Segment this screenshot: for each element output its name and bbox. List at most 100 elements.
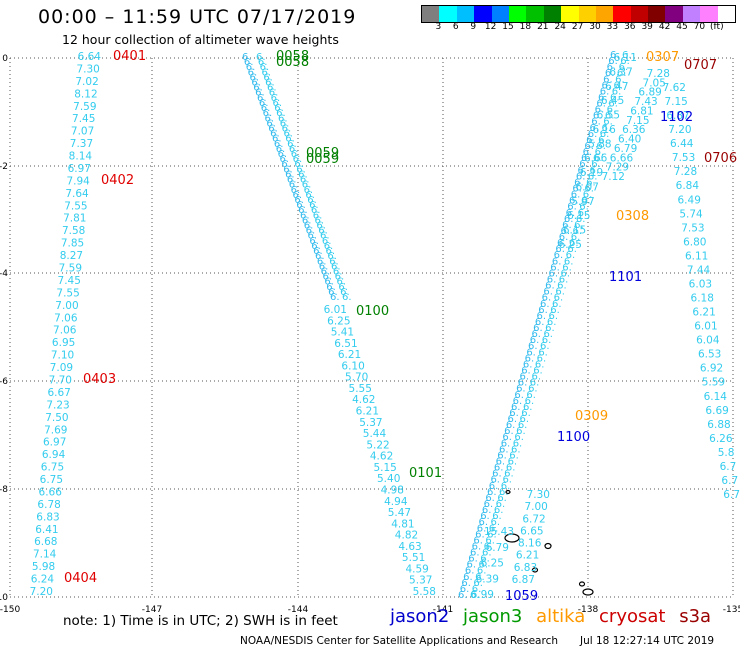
dense-track-mark: 6. bbox=[473, 535, 483, 546]
dense-track-mark: 6. bbox=[523, 359, 533, 370]
track-value: 7.81 bbox=[63, 213, 86, 225]
dense-track-mark: 6. bbox=[263, 108, 273, 119]
dense-track-mark: 6. bbox=[537, 311, 547, 322]
dense-track-mark: 6. bbox=[484, 499, 494, 510]
dense-track-mark: 6. bbox=[492, 469, 502, 480]
dense-track-mark: 6. bbox=[478, 517, 488, 528]
track-value: 6.79 bbox=[486, 542, 509, 554]
dense-track-mark: 6. bbox=[259, 98, 269, 109]
track-value: 7.85 bbox=[61, 238, 84, 250]
dense-track-mark: 6. bbox=[598, 135, 608, 146]
dense-track-mark: 6. bbox=[472, 584, 482, 595]
dense-track-mark: 6. bbox=[605, 111, 615, 122]
dense-track-mark: 6. bbox=[571, 232, 581, 243]
dense-track-mark: 6. bbox=[555, 287, 565, 298]
track-value: 7.37 bbox=[70, 138, 93, 150]
dense-track-mark: 6. bbox=[530, 378, 540, 389]
track-value: 6.49 bbox=[678, 194, 701, 206]
color-scale-bar bbox=[421, 5, 737, 23]
dense-track-mark: 6. bbox=[525, 396, 535, 407]
track-value: 5.51 bbox=[402, 552, 425, 564]
dense-track-mark: 6. bbox=[579, 159, 589, 170]
dense-track-mark: 6. bbox=[477, 523, 487, 534]
dense-track-mark: 6. bbox=[557, 281, 567, 292]
pass-label: 0309 bbox=[575, 409, 608, 424]
pass-label: 0101 bbox=[409, 466, 442, 481]
pass-label: 0308 bbox=[616, 209, 649, 224]
dense-track-mark: 6. bbox=[300, 175, 310, 186]
x-axis-label: -135 bbox=[723, 605, 740, 615]
dense-track-mark: 6. bbox=[276, 108, 286, 119]
track-value: 5.40 bbox=[377, 473, 400, 485]
dense-track-mark: 6. bbox=[511, 402, 521, 413]
color-swatch bbox=[561, 6, 579, 22]
dense-track-mark: 6. bbox=[461, 578, 471, 589]
dense-track-mark: 6. bbox=[540, 299, 550, 310]
track-value: 6.97 bbox=[43, 437, 66, 449]
color-swatch bbox=[474, 6, 492, 22]
track-value: 6.14 bbox=[704, 391, 728, 403]
track-value: 7.45 bbox=[72, 113, 95, 125]
dense-track-mark: 6. bbox=[574, 220, 584, 231]
pass-label: 0402 bbox=[101, 173, 134, 188]
dense-track-mark: 6. bbox=[506, 463, 516, 474]
dense-track-mark: 6. bbox=[562, 220, 572, 231]
island-outline bbox=[504, 533, 520, 543]
track-value: 5.70 bbox=[345, 372, 368, 384]
dense-track-mark: 6. bbox=[342, 292, 352, 303]
dense-track-mark: 6. bbox=[501, 438, 511, 449]
track-value: 5.22 bbox=[366, 439, 389, 451]
color-swatch bbox=[648, 6, 666, 22]
track-value: 6.24 bbox=[31, 574, 55, 586]
pass-label: 0100 bbox=[356, 304, 389, 319]
dense-track-mark: 6. bbox=[542, 293, 552, 304]
y-axis-label: -6 bbox=[0, 377, 8, 387]
track-value: 7.02 bbox=[75, 76, 98, 88]
dense-track-mark: 6. bbox=[287, 175, 297, 186]
track-value: 7.05 bbox=[643, 77, 666, 89]
track-value: 6.36 bbox=[622, 124, 646, 136]
dense-track-mark: 6. bbox=[509, 450, 519, 461]
dense-track-mark: 6. bbox=[583, 190, 593, 201]
track-value: 6.67 bbox=[47, 387, 70, 399]
track-value: 7.06 bbox=[53, 325, 77, 337]
dense-track-mark: 6. bbox=[313, 210, 323, 221]
dense-track-mark: 6. bbox=[304, 185, 314, 196]
dense-track-mark: 6. bbox=[590, 165, 600, 176]
color-swatch bbox=[543, 6, 562, 22]
dense-track-mark: 6. bbox=[593, 153, 603, 164]
dense-track-mark: 6. bbox=[270, 129, 280, 140]
dense-track-mark: 6. bbox=[458, 590, 468, 601]
dense-track-mark: 6. bbox=[578, 208, 588, 219]
dense-track-mark: 6. bbox=[316, 221, 326, 232]
track-value: 6.65 bbox=[520, 525, 543, 537]
island-outline bbox=[531, 567, 539, 573]
y-axis-label: -10 bbox=[0, 593, 8, 603]
dense-track-mark: 6. bbox=[613, 80, 623, 91]
dense-track-mark: 6. bbox=[518, 420, 528, 431]
dense-track-mark: 6. bbox=[538, 305, 548, 316]
track-value: 6.69 bbox=[705, 405, 728, 417]
dense-track-mark: 6. bbox=[485, 535, 495, 546]
dense-track-mark: 6. bbox=[326, 246, 336, 257]
dense-track-mark: 6. bbox=[586, 135, 596, 146]
x-axis-label: -150 bbox=[0, 605, 20, 615]
dense-track-mark: 6. bbox=[293, 190, 303, 201]
track-value: 6.7 bbox=[723, 489, 740, 501]
dense-track-mark: 6. bbox=[591, 159, 601, 170]
dense-track-mark: 6. bbox=[480, 554, 490, 565]
track-value: 15.43 bbox=[484, 526, 514, 538]
track-value: 8.14 bbox=[69, 151, 93, 163]
color-scale-label: 6 bbox=[452, 22, 459, 32]
y-axis-label: 0 bbox=[2, 54, 8, 64]
dense-track-mark: 6. bbox=[311, 205, 321, 216]
dense-track-mark: 6. bbox=[468, 554, 478, 565]
island-outline bbox=[505, 489, 511, 495]
dense-track-mark: 6. bbox=[531, 329, 541, 340]
dense-track-mark: 6. bbox=[274, 139, 284, 150]
dense-track-mark: 6. bbox=[283, 164, 293, 175]
dense-track-mark: 6. bbox=[265, 78, 275, 89]
dense-track-mark: 6. bbox=[559, 232, 569, 243]
track-value: 6.21 bbox=[692, 307, 715, 319]
dense-track-mark: 6. bbox=[581, 196, 591, 207]
